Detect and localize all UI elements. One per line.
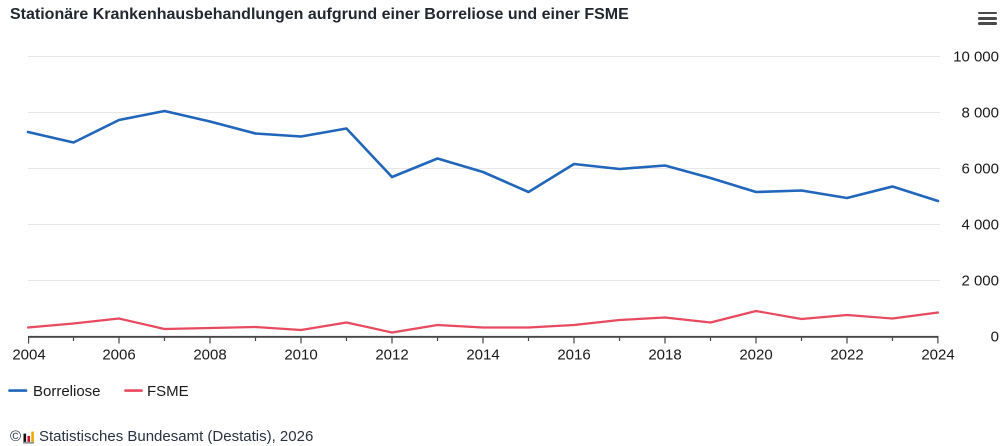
svg-text:2014: 2014 bbox=[466, 347, 499, 364]
svg-text:FSME: FSME bbox=[147, 383, 189, 400]
svg-text:2004: 2004 bbox=[12, 347, 45, 364]
svg-text:2006: 2006 bbox=[102, 347, 135, 364]
svg-text:8 000: 8 000 bbox=[961, 105, 999, 122]
svg-text:2018: 2018 bbox=[648, 347, 681, 364]
svg-text:2020: 2020 bbox=[739, 347, 772, 364]
svg-text:2010: 2010 bbox=[284, 347, 317, 364]
svg-text:2008: 2008 bbox=[193, 347, 226, 364]
svg-text:0: 0 bbox=[991, 329, 999, 346]
svg-text:Borreliose: Borreliose bbox=[33, 383, 101, 400]
svg-text:2024: 2024 bbox=[921, 347, 954, 364]
svg-text:6 000: 6 000 bbox=[961, 161, 999, 178]
svg-text:2012: 2012 bbox=[375, 347, 408, 364]
svg-text:2016: 2016 bbox=[557, 347, 590, 364]
svg-text:2022: 2022 bbox=[830, 347, 863, 364]
svg-text:10 000: 10 000 bbox=[953, 49, 999, 66]
svg-text:4 000: 4 000 bbox=[961, 217, 999, 234]
svg-text:2 000: 2 000 bbox=[961, 273, 999, 290]
